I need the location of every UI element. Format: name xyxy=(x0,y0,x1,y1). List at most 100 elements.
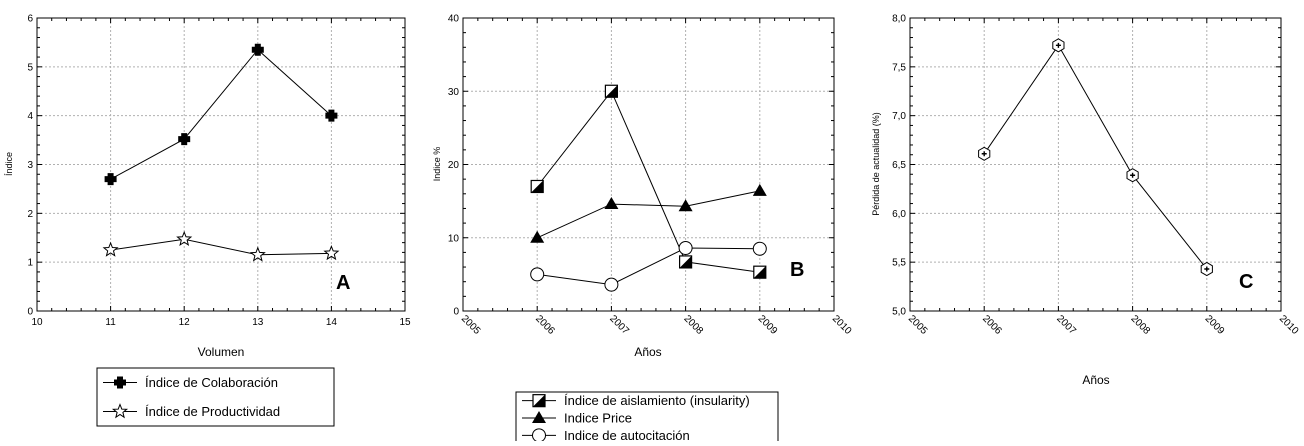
x-tick-label: 2008 xyxy=(681,313,705,337)
x-tick-label: 2010 xyxy=(1277,313,1301,337)
data-point xyxy=(1200,261,1213,277)
data-point xyxy=(178,133,191,146)
legend-marker-fill xyxy=(533,394,545,407)
legend-item: Indice Price xyxy=(522,411,632,426)
legend-label: Indice Price xyxy=(564,411,632,426)
data-point xyxy=(752,183,767,196)
legend-marker xyxy=(532,394,546,408)
series-1 xyxy=(978,38,1213,277)
x-tick-label: 2010 xyxy=(830,313,854,337)
tick-marks xyxy=(36,17,406,312)
legend-marker xyxy=(114,376,126,389)
series-line xyxy=(536,190,760,239)
legend: Índice de aislamiento (insularity) Indice… xyxy=(515,391,779,445)
x-tick-label: 2009 xyxy=(756,313,780,337)
y-tick-label: 6,0 xyxy=(892,209,906,220)
series-2 xyxy=(102,230,340,262)
data-point xyxy=(102,241,119,257)
x-tick-label: 12 xyxy=(179,317,191,328)
y-tick-label: 5 xyxy=(27,62,33,73)
data-point xyxy=(604,84,619,98)
grid xyxy=(37,18,405,311)
legend-marker xyxy=(532,428,546,443)
data-point xyxy=(604,197,619,210)
data-point-plus xyxy=(1130,172,1136,178)
x-tick-label: 13 xyxy=(252,317,264,328)
data-point xyxy=(176,230,193,247)
grid xyxy=(463,18,834,311)
x-tick-label: 2005 xyxy=(459,313,483,337)
y-tick-label: 10 xyxy=(448,233,460,244)
panel-letter: B xyxy=(790,259,804,281)
y-tick-label: 8,0 xyxy=(892,14,906,25)
y-tick-label: 20 xyxy=(448,160,460,171)
data-point xyxy=(1052,38,1065,53)
tick-marks xyxy=(909,17,1282,312)
data-point xyxy=(678,255,693,269)
data-point xyxy=(530,267,545,282)
y-tick-label: 6 xyxy=(27,14,33,25)
data-point-fill xyxy=(753,266,766,279)
data-point-plus xyxy=(1204,266,1210,272)
panel-letter: A xyxy=(336,272,350,294)
data-point-fill xyxy=(605,85,618,98)
series-line xyxy=(110,48,332,180)
data-point xyxy=(249,246,266,262)
y-axis-title: Indice % xyxy=(432,147,442,182)
panel-letter: C xyxy=(1239,271,1253,293)
legend: Índice de Colaboración Índice de Producti… xyxy=(96,367,335,427)
y-tick-label: 1 xyxy=(27,258,33,269)
legend-item: Índice de Colaboración xyxy=(103,375,278,390)
series-3 xyxy=(530,241,767,292)
x-tick-label: 2007 xyxy=(607,313,631,337)
data-point xyxy=(678,241,693,256)
data-point xyxy=(978,146,991,161)
x-tick-label: 10 xyxy=(31,317,43,328)
data-point xyxy=(678,199,693,212)
y-tick-label: 3 xyxy=(27,160,33,171)
x-tick-label: 2005 xyxy=(906,313,930,337)
x-tick-label: 2009 xyxy=(1203,313,1227,337)
y-tick-label: 5,0 xyxy=(892,307,906,318)
tick-marks xyxy=(462,17,835,312)
x-tick-label: 2006 xyxy=(980,313,1004,337)
y-tick-label: 30 xyxy=(448,87,460,98)
y-tick-label: 5,5 xyxy=(892,258,906,269)
legend-label: Índice de Colaboración xyxy=(145,375,278,390)
legend-marker xyxy=(532,411,546,423)
data-point xyxy=(530,230,545,243)
series-line xyxy=(536,90,760,273)
x-tick-label: 2006 xyxy=(533,313,557,337)
x-axis-title: Años xyxy=(1082,373,1109,387)
series-line xyxy=(110,238,332,256)
data-point xyxy=(604,277,619,292)
legend-marker xyxy=(111,403,129,419)
x-tick-label: 11 xyxy=(105,317,116,328)
y-tick-label: 2 xyxy=(27,209,33,220)
y-tick-label: 7,5 xyxy=(892,62,906,73)
y-tick-label: 0 xyxy=(453,307,459,318)
legend-box xyxy=(515,391,779,445)
y-axis-title: Pérdida de actualidad (%) xyxy=(871,112,881,216)
y-axis-title: Índice xyxy=(4,152,14,176)
legend-item: Indice de autocitación xyxy=(522,428,690,443)
legend-item: Índice de Productividad xyxy=(103,403,280,419)
y-tick-label: 7,0 xyxy=(892,111,906,122)
y-tick-label: 0 xyxy=(27,307,33,318)
data-point-fill xyxy=(531,180,544,193)
panel-c: 2005 2006 2007 2008 2009 2010 5,0 5,5 6,0 6,5 7,0 7… xyxy=(871,14,1301,388)
legend-box xyxy=(96,367,335,427)
data-point xyxy=(753,265,767,279)
data-point xyxy=(104,173,117,186)
data-point xyxy=(251,43,264,56)
legend-label: Indice de autocitación xyxy=(564,428,690,441)
panel-b: 2005 2006 2007 2008 2009 2010 0 10 20 30 40 Años Ind… xyxy=(432,14,854,445)
data-point xyxy=(752,241,767,256)
grid xyxy=(910,18,1281,311)
x-axis-title: Años xyxy=(634,345,661,359)
y-tick-label: 4 xyxy=(27,111,33,122)
data-point xyxy=(323,245,340,261)
legend-item: Índice de aislamiento (insularity) xyxy=(522,393,750,408)
